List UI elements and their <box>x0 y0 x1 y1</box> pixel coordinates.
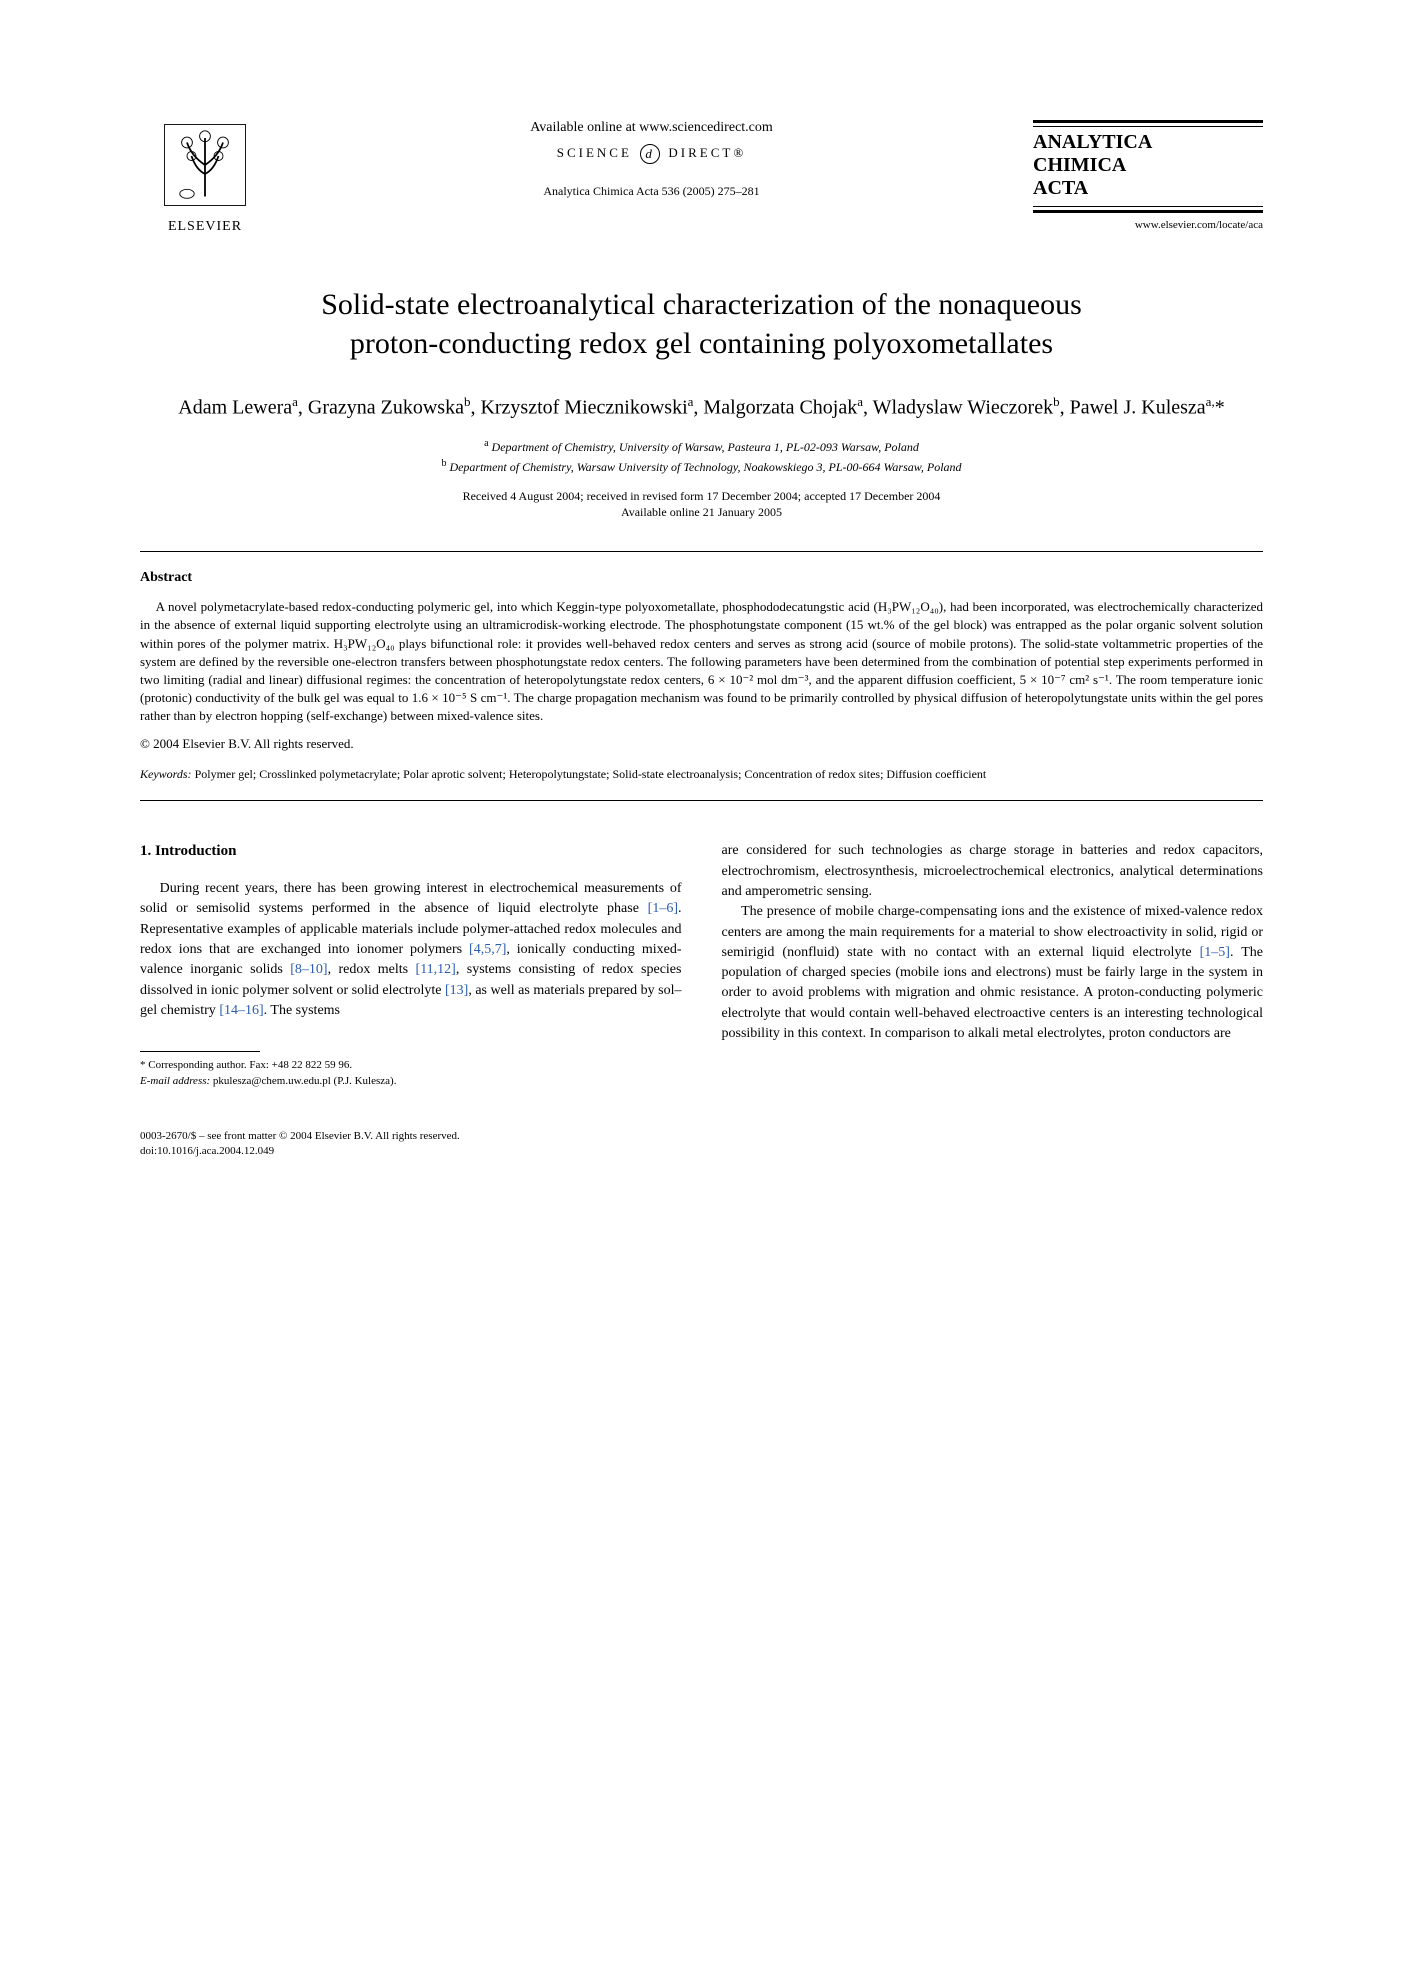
sciencedirect-logo: SCIENCE d DIRECT® <box>290 144 1013 164</box>
elsevier-block: ELSEVIER <box>140 120 270 235</box>
available-online-text: Available online at www.sciencedirect.co… <box>290 120 1013 136</box>
intro-text-7: . The systems <box>264 1003 340 1018</box>
footnote-email-line: E-mail address: pkulesza@chem.uw.edu.pl … <box>140 1074 682 1089</box>
ref-link-8-10[interactable]: [8–10] <box>290 962 327 977</box>
affiliation-b: b Department of Chemistry, Warsaw Univer… <box>140 456 1263 476</box>
dates-line1: Received 4 August 2004; received in revi… <box>140 488 1263 505</box>
corresponding-author-footnote: * Corresponding author. Fax: +48 22 822 … <box>140 1058 682 1089</box>
rule-before-abstract <box>140 551 1263 552</box>
keywords-text: Polymer gel; Crosslinked polymetacrylate… <box>195 767 987 781</box>
title-line1: Solid-state electroanalytical characteri… <box>321 288 1082 321</box>
journal-url: www.elsevier.com/locate/aca <box>1033 219 1263 231</box>
journal-reference: Analytica Chimica Acta 536 (2005) 275–28… <box>290 184 1013 199</box>
column-right: are considered for such technologies as … <box>722 841 1264 1089</box>
footer-doi-line: doi:10.1016/j.aca.2004.12.049 <box>140 1144 1263 1159</box>
abstract-copyright: © 2004 Elsevier B.V. All rights reserved… <box>140 736 1263 752</box>
rule-bottom <box>1033 206 1263 213</box>
elsevier-label: ELSEVIER <box>140 219 270 235</box>
journal-title-block: ANALYTICA CHIMICA ACTA www.elsevier.com/… <box>1033 120 1263 231</box>
center-header: Available online at www.sciencedirect.co… <box>270 120 1033 199</box>
sd-prefix: SCIENCE <box>557 145 632 160</box>
ref-link-13[interactable]: [13] <box>445 983 468 998</box>
intro-para-2: The presence of mobile charge-compensati… <box>722 902 1264 1044</box>
article-title: Solid-state electroanalytical characteri… <box>140 285 1263 363</box>
intro-text-4: , redox melts <box>328 962 416 977</box>
intro-para-1: During recent years, there has been grow… <box>140 879 682 1021</box>
footnote-rule <box>140 1051 260 1052</box>
article-dates: Received 4 August 2004; received in revi… <box>140 488 1263 522</box>
title-line2: proton-conducting redox gel containing p… <box>350 327 1053 360</box>
footnote-email: pkulesza@chem.uw.edu.pl (P.J. Kulesza). <box>213 1075 397 1087</box>
keywords-block: Keywords: Polymer gel; Crosslinked polym… <box>140 766 1263 783</box>
journal-title-line3: ACTA <box>1033 177 1263 200</box>
keywords-label: Keywords: <box>140 767 192 781</box>
rule-top <box>1033 120 1263 127</box>
intro-para-1-cont: are considered for such technologies as … <box>722 841 1264 902</box>
section-1-heading: 1. Introduction <box>140 841 682 863</box>
affiliations: a Department of Chemistry, University of… <box>140 436 1263 476</box>
ref-link-4-5-7[interactable]: [4,5,7] <box>469 942 506 957</box>
affiliation-a-text: Department of Chemistry, University of W… <box>492 440 919 454</box>
ref-link-14-16[interactable]: [14–16] <box>219 1003 263 1018</box>
footer-issn-line: 0003-2670/$ – see front matter © 2004 El… <box>140 1129 1263 1144</box>
sd-d-icon: d <box>640 144 660 164</box>
sd-suffix: DIRECT® <box>668 145 746 160</box>
affiliation-a: a Department of Chemistry, University of… <box>140 436 1263 456</box>
ref-link-1-6[interactable]: [1–6] <box>648 901 678 916</box>
journal-title: ANALYTICA CHIMICA ACTA <box>1033 131 1263 200</box>
footnote-email-label: E-mail address: <box>140 1075 210 1087</box>
ref-link-1-5[interactable]: [1–5] <box>1200 945 1230 960</box>
journal-title-line1: ANALYTICA <box>1033 131 1263 154</box>
ref-link-11-12[interactable]: [11,12] <box>416 962 456 977</box>
rule-after-keywords <box>140 800 1263 801</box>
page-header: ELSEVIER Available online at www.science… <box>140 120 1263 235</box>
abstract-text: A novel polymetacrylate-based redox-cond… <box>140 598 1263 725</box>
column-left: 1. Introduction During recent years, the… <box>140 841 682 1089</box>
footer-meta: 0003-2670/$ – see front matter © 2004 El… <box>140 1129 1263 1160</box>
affiliation-b-text: Department of Chemistry, Warsaw Universi… <box>449 460 961 474</box>
abstract-heading: Abstract <box>140 570 1263 586</box>
footnote-corr: * Corresponding author. Fax: +48 22 822 … <box>140 1058 682 1073</box>
body-columns: 1. Introduction During recent years, the… <box>140 841 1263 1089</box>
intro-p2-text-1: The presence of mobile charge-compensati… <box>722 904 1264 960</box>
elsevier-tree-icon <box>160 120 250 210</box>
intro-text-1: During recent years, there has been grow… <box>140 881 682 916</box>
journal-title-line2: CHIMICA <box>1033 154 1263 177</box>
dates-line2: Available online 21 January 2005 <box>140 504 1263 521</box>
authors-list: Adam Leweraa, Grazyna Zukowskab, Krzyszt… <box>140 393 1263 422</box>
